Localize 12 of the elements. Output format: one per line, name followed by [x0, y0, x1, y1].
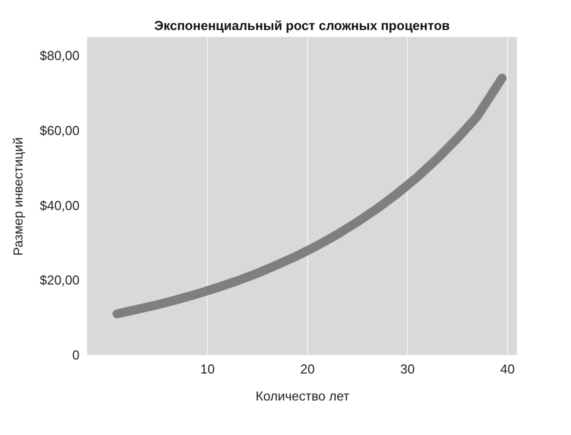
y-tick-label: $20,00 [40, 272, 80, 288]
y-tick-label: $80,00 [40, 48, 80, 64]
y-axis-title: Размер инвестиций [10, 137, 26, 256]
y-tick-label: $60,00 [40, 123, 80, 138]
x-tick-label: 20 [300, 362, 315, 376]
x-tick-label: 10 [200, 362, 215, 376]
x-axis-title: Количество лет [256, 388, 350, 404]
chart-title: Экспоненциальный рост сложных процентов [154, 18, 450, 33]
x-tick-label: 30 [400, 362, 415, 376]
y-tick-label: $40,00 [40, 198, 80, 213]
x-tick-label: 40 [500, 362, 515, 376]
y-tick-label: 0 [72, 348, 80, 362]
